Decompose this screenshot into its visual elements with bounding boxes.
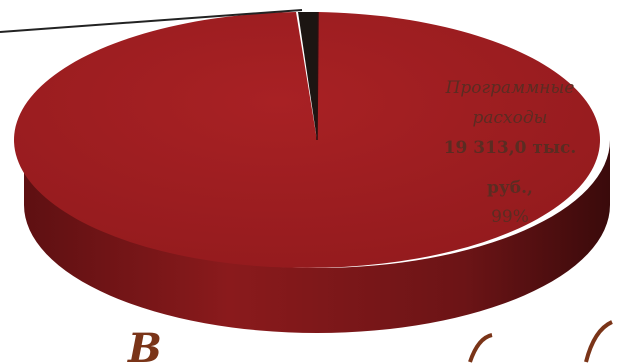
bottom-title-fragment-underline — [468, 333, 493, 363]
bottom-title-fragment-right — [584, 320, 613, 363]
pie-slice-other — [298, 12, 318, 140]
slice-label-line-2: расходы — [473, 108, 548, 128]
pie-slice-edge — [316, 11, 319, 141]
leader-line — [0, 9, 303, 33]
slice-percent: 99% — [491, 207, 529, 227]
pie-slice-program-expenses — [13, 12, 600, 268]
slice-value-line-1: 19 313,0 тыс. — [444, 138, 577, 158]
bottom-title: В — [127, 325, 162, 363]
slice-label-line-1: Программные — [445, 78, 575, 98]
slice-value-line-2: руб., — [487, 178, 533, 198]
pie-side-wall — [24, 140, 610, 333]
